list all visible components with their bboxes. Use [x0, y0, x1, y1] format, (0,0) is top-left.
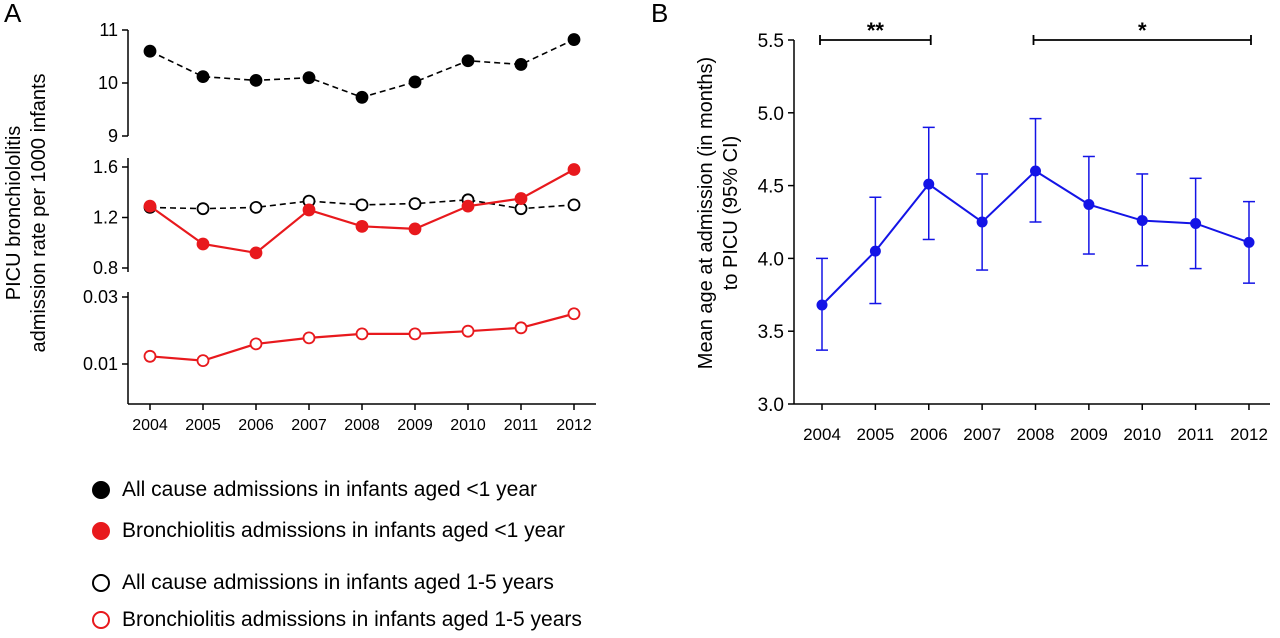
- x-tick-label: 2010: [450, 417, 486, 434]
- significance-label: **: [867, 18, 885, 43]
- data-point: [816, 299, 828, 311]
- y-tick-label: 5.5: [758, 31, 784, 52]
- x-tick-label: 2008: [1017, 425, 1055, 444]
- x-tick-label: 2009: [397, 417, 433, 434]
- data-point: [869, 245, 881, 257]
- data-point: [514, 58, 528, 71]
- data-point: [1243, 236, 1255, 248]
- data-point: [355, 219, 369, 233]
- y-tick-label: 3.5: [758, 322, 784, 343]
- data-point: [976, 216, 988, 228]
- series-line: [149, 38, 575, 99]
- data-point: [196, 237, 210, 251]
- data-point: [567, 163, 581, 176]
- x-tick-label: 2004: [803, 425, 841, 444]
- x-tick-label: 2010: [1123, 425, 1161, 444]
- y-tick-label: 1.6: [93, 157, 118, 177]
- data-point: [1190, 217, 1202, 229]
- data-point: [461, 199, 475, 213]
- y-tick-label: 1.2: [93, 208, 118, 228]
- data-point: [302, 331, 316, 345]
- legend-item-bronchiolitis-under-1: Bronchiolitis admissions in infants aged…: [92, 519, 565, 543]
- y-tick-label: 0.01: [83, 354, 118, 374]
- y-tick-label: 3.0: [758, 395, 784, 416]
- data-point: [1030, 165, 1041, 177]
- data-point: [1083, 199, 1095, 211]
- y-tick-label: 11: [99, 20, 118, 40]
- data-point: [1136, 215, 1148, 227]
- x-tick-label: 2009: [1070, 425, 1108, 444]
- y-axis-label: PICU bronchiololitis: [3, 126, 25, 301]
- y-tick-label: 4.0: [758, 249, 784, 270]
- x-tick-label: 2011: [1177, 425, 1214, 444]
- x-tick-label: 2007: [963, 425, 1001, 444]
- filled-red-circle-icon: [92, 522, 110, 540]
- legend-label: All cause admissions in infants aged 1-5…: [122, 571, 554, 594]
- data-point: [408, 327, 422, 341]
- data-point: [143, 349, 157, 363]
- data-point: [249, 337, 263, 351]
- data-point: [196, 70, 210, 84]
- legend-item-all-cause-under-1: All cause admissions in infants aged <1 …: [92, 478, 537, 502]
- y-axis-label: to PICU (95% CI): [720, 136, 742, 290]
- data-point: [355, 90, 369, 104]
- open-black-circle-icon: [92, 574, 110, 592]
- data-point: [302, 203, 316, 217]
- y-tick-label: 9: [108, 126, 118, 146]
- open-red-circle-icon: [92, 611, 110, 629]
- legend-label: All cause admissions in infants aged <1 …: [122, 478, 537, 501]
- data-point: [567, 198, 581, 212]
- x-tick-label: 2005: [856, 425, 894, 444]
- x-tick-label: 2007: [291, 417, 327, 434]
- y-axis-label: admission rate per 1000 infants: [28, 73, 50, 352]
- x-tick-label: 2005: [185, 417, 221, 434]
- data-point: [514, 321, 528, 335]
- x-tick-label: 2006: [910, 425, 948, 444]
- x-tick-label: 2004: [132, 417, 168, 434]
- panel-a-chart: 9 10 11 0.8 1.2 1.6 0.01 0.03 2004 2005 2006 2007 20…: [3, 20, 596, 434]
- significance-label: *: [1138, 18, 1147, 43]
- x-tick-label: 2008: [344, 417, 380, 434]
- filled-black-circle-icon: [92, 481, 110, 499]
- data-point: [461, 324, 475, 338]
- data-point: [923, 178, 935, 190]
- legend-label: Bronchiolitis admissions in infants aged…: [122, 519, 565, 542]
- data-point: [567, 33, 581, 46]
- y-axis-label: Mean age at admission (in months): [695, 57, 717, 369]
- data-point: [514, 192, 528, 205]
- data-point: [408, 75, 422, 89]
- panel-b-letter: B: [651, 0, 669, 28]
- x-tick-label: 2006: [238, 417, 274, 434]
- panel-a-letter: A: [4, 0, 22, 28]
- data-point: [249, 246, 263, 260]
- data-point: [196, 354, 210, 368]
- x-tick-label: 2012: [556, 417, 592, 434]
- data-point: [143, 199, 157, 213]
- y-tick-label: 5.0: [758, 104, 784, 125]
- data-point: [567, 307, 581, 321]
- panel-b-chart: 3.0 3.5 4.0 4.5 5.0 5.5 2004 2005 2006 2007 2008 20…: [695, 18, 1270, 444]
- data-point: [408, 197, 422, 211]
- y-tick-label: 0.03: [83, 287, 118, 307]
- data-point: [249, 73, 263, 87]
- data-point: [196, 202, 210, 216]
- y-tick-label: 0.8: [93, 258, 118, 278]
- data-point: [302, 71, 316, 85]
- data-point: [355, 327, 369, 341]
- x-tick-label: 2011: [504, 417, 539, 434]
- y-tick-label: 4.5: [758, 177, 784, 198]
- data-point: [408, 222, 422, 236]
- legend-item-all-cause-1-5: All cause admissions in infants aged 1-5…: [92, 571, 554, 595]
- legend-item-bronchiolitis-1-5: Bronchiolitis admissions in infants aged…: [92, 608, 582, 632]
- data-point: [143, 44, 157, 58]
- data-point: [461, 54, 475, 68]
- data-point: [355, 198, 369, 212]
- y-tick-label: 10: [98, 73, 118, 93]
- data-point: [249, 200, 263, 214]
- x-tick-label: 2012: [1230, 425, 1268, 444]
- legend-label: Bronchiolitis admissions in infants aged…: [122, 608, 582, 631]
